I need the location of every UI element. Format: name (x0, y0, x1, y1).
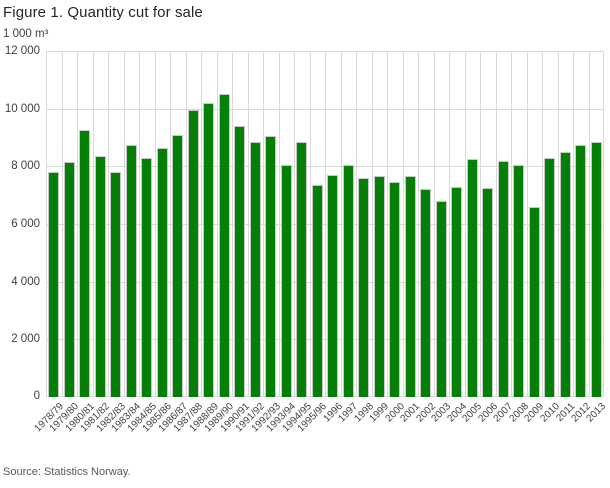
bar-1996 (327, 175, 339, 397)
y-axis-tick-label: 8 000 (11, 160, 40, 172)
bar-1978-79 (48, 172, 60, 397)
bar-2012 (575, 145, 587, 397)
bar-1993-94 (280, 165, 292, 397)
bar-1983-84 (125, 145, 137, 397)
y-axis-tick-label: 10 000 (4, 103, 40, 115)
bar-2006 (482, 188, 494, 397)
source-note: Source: Statistics Norway. (3, 466, 131, 478)
horizontal-gridline (46, 339, 604, 340)
bar-2010 (544, 158, 556, 397)
bar-2008 (513, 165, 525, 397)
bar-1998 (358, 178, 370, 397)
figure-title: Figure 1. Quantity cut for sale (3, 4, 203, 21)
horizontal-gridline (46, 51, 604, 52)
y-axis-unit-label: 1 000 m³ (3, 28, 49, 40)
bar-1989-90 (218, 94, 230, 397)
bar-2011 (559, 152, 571, 397)
horizontal-gridline (46, 109, 604, 110)
bar-1981-82 (94, 156, 106, 397)
y-axis-tick-label: 6 000 (11, 218, 40, 230)
bar-2003 (435, 201, 447, 397)
bar-1980-81 (79, 130, 91, 397)
bar-1991-92 (249, 142, 261, 397)
bar-1995-96 (311, 185, 323, 397)
bar-2004 (451, 187, 463, 397)
bar-2009 (528, 207, 540, 397)
bar-1999 (373, 176, 385, 397)
bar-1997 (342, 165, 354, 397)
horizontal-gridline (46, 224, 604, 225)
bar-1988-89 (203, 103, 215, 397)
y-axis-tick-label: 12 000 (4, 45, 40, 57)
bar-1992-93 (265, 136, 277, 397)
bar-1984-85 (141, 158, 153, 397)
bar-1985-86 (156, 148, 168, 397)
bar-2005 (466, 159, 478, 397)
bar-2002 (420, 189, 432, 397)
bar-1979-80 (63, 162, 75, 397)
bar-1994-95 (296, 142, 308, 397)
y-axis-tick-label: 0 (33, 390, 40, 402)
bar-2013 (590, 142, 602, 397)
bar-1990-91 (234, 126, 246, 397)
bar-2007 (497, 161, 509, 397)
bar-2000 (389, 182, 401, 397)
bar-1987-88 (187, 110, 199, 397)
y-axis-tick-label: 2 000 (11, 333, 40, 345)
horizontal-gridline (46, 282, 604, 283)
y-axis-tick-label: 4 000 (11, 276, 40, 288)
horizontal-gridline (46, 396, 604, 397)
bar-1986-87 (172, 135, 184, 397)
bar-1982-83 (110, 172, 122, 397)
bar-2001 (404, 176, 416, 397)
horizontal-gridline (46, 166, 604, 167)
